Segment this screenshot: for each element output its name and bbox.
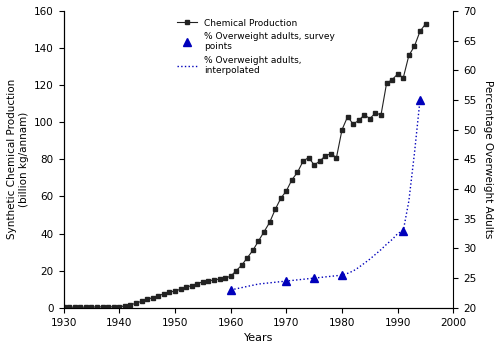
Y-axis label: Synthetic Chemical Production
(billion kg/annam): Synthetic Chemical Production (billion k… [7, 79, 28, 239]
X-axis label: Years: Years [244, 333, 273, 343]
Legend: Chemical Production, % Overweight adults, survey
points, % Overweight adults,
in: Chemical Production, % Overweight adults… [177, 19, 335, 75]
Y-axis label: Percentage Overweight Adults: Percentage Overweight Adults [483, 80, 493, 239]
